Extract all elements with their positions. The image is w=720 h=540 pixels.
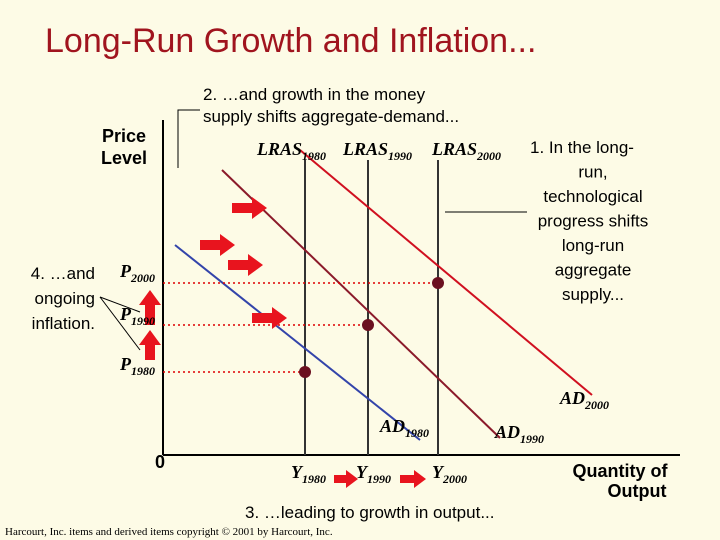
leader-line: [177, 109, 200, 168]
lras-label-base: LRAS: [256, 139, 302, 159]
annotation-step2: supply shifts aggregate-demand...: [203, 107, 459, 126]
annotation-step4: 4. …and: [31, 264, 95, 283]
y-axis-label: Level: [101, 148, 147, 168]
ad-curve: [221, 169, 501, 439]
ad-curve: [299, 149, 593, 396]
annotation-step2: 2. …and growth in the money: [203, 85, 426, 104]
annotation-step4: inflation.: [32, 314, 95, 333]
annotation-step1: run,: [578, 163, 607, 182]
arrow-right: [334, 470, 358, 488]
output-label-base: Y: [356, 462, 369, 482]
lras-label: LRAS1980: [256, 139, 326, 163]
lras-label: LRAS1990: [342, 139, 412, 163]
output-label: Y1980: [291, 462, 326, 486]
equilibrium-point: [432, 277, 444, 289]
arrow-up: [139, 330, 161, 360]
annotation-step1: long-run: [562, 236, 624, 255]
price-label-base: P: [119, 261, 132, 281]
ad-label-sub: 1990: [520, 432, 544, 446]
footer: Harcourt, Inc. items and derived items c…: [5, 526, 333, 538]
price-label-base: P: [119, 354, 132, 374]
annotation-step1: aggregate: [555, 261, 632, 280]
price-label: P2000: [119, 261, 155, 285]
leader-line: [99, 296, 141, 313]
title: Long-Run Growth and Inflation...: [45, 22, 536, 60]
arrow-right: [200, 234, 235, 256]
output-label-base: Y: [291, 462, 304, 482]
ad-label: AD1980: [379, 416, 429, 440]
lras-label-sub: 1980: [302, 149, 326, 163]
output-label-sub: 1980: [302, 472, 326, 486]
output-label-sub: 1990: [367, 472, 391, 486]
price-label-base: P: [119, 304, 132, 324]
leader-line: [99, 296, 141, 351]
equilibrium-point: [299, 366, 311, 378]
ad-label-base: AD: [559, 388, 585, 408]
lras-label-base: LRAS: [342, 139, 388, 159]
output-label-sub: 2000: [442, 472, 467, 486]
output-label-base: Y: [432, 462, 445, 482]
shift-arrows: [139, 197, 426, 488]
ad-label-sub: 1980: [405, 426, 429, 440]
arrow-right: [400, 470, 426, 488]
ad-label-base: AD: [494, 422, 520, 442]
ad-label: AD2000: [559, 388, 609, 412]
lras-label-base: LRAS: [431, 139, 477, 159]
y-axis-label: Price: [102, 126, 146, 146]
arrow-right: [228, 254, 263, 276]
arrow-right: [252, 307, 287, 329]
ad-curve: [174, 244, 421, 441]
lras-label: LRAS2000: [431, 139, 501, 163]
price-label: P1990: [119, 304, 155, 328]
annotation-step1: supply...: [562, 285, 624, 304]
annotation-step1: technological: [543, 187, 642, 206]
ad-label: AD1990: [494, 422, 544, 446]
price-label-sub: 1990: [131, 314, 155, 328]
arrow-right: [232, 197, 267, 219]
output-label: Y2000: [432, 462, 467, 486]
x-axis-label: Quantity of: [573, 461, 669, 481]
annotation-step1: progress shifts: [538, 212, 649, 231]
annotation-step4: ongoing: [34, 289, 95, 308]
lras-label-sub: 2000: [476, 149, 501, 163]
equilibrium-point: [362, 319, 374, 331]
annotation-step1: 1. In the long-: [530, 138, 634, 157]
output-label: Y1990: [356, 462, 391, 486]
price-label-sub: 2000: [130, 271, 155, 285]
lras-label-sub: 1990: [388, 149, 412, 163]
arrow-up: [139, 290, 161, 325]
price-label-sub: 1980: [131, 364, 155, 378]
x-axis-label: Output: [608, 481, 667, 501]
price-label: P1980: [119, 354, 155, 378]
ad-label-sub: 2000: [584, 398, 609, 412]
ad-label-base: AD: [379, 416, 405, 436]
origin-label: 0: [155, 452, 165, 472]
annotation-step3: 3. …leading to growth in output...: [245, 503, 495, 522]
